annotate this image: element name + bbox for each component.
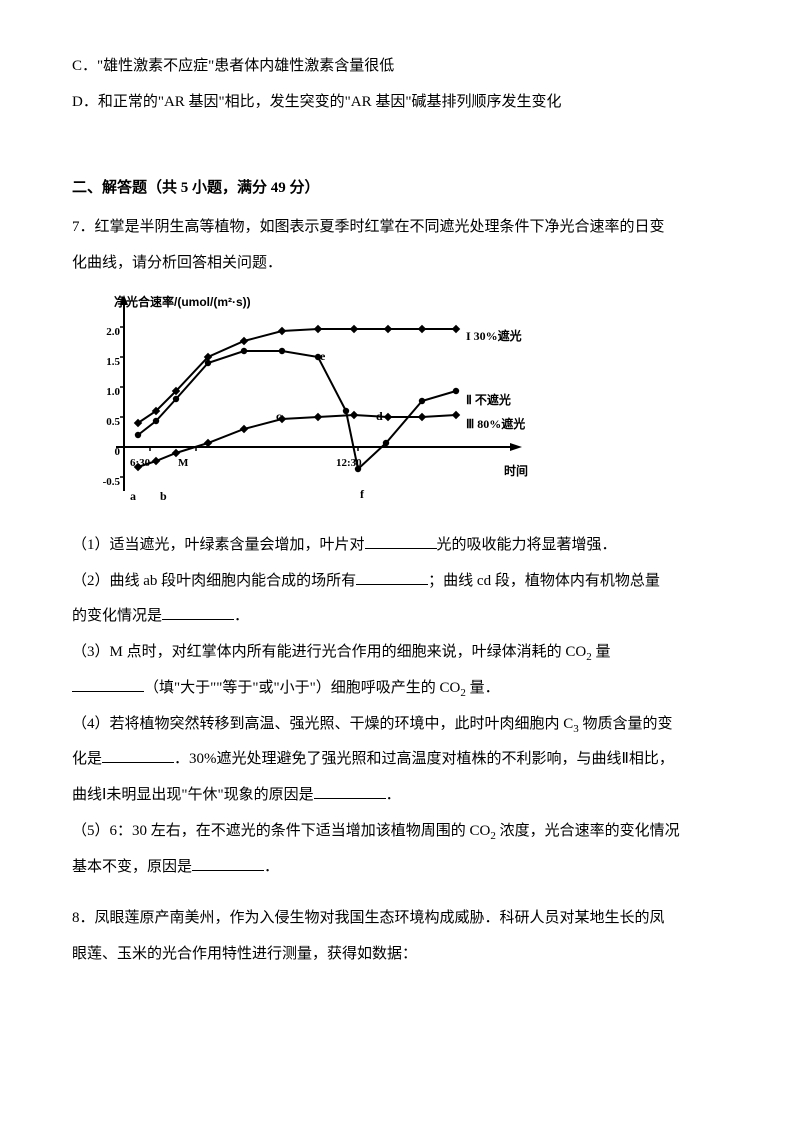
series-label: I 30%遮光 xyxy=(466,323,522,350)
q7-p5-d: ． xyxy=(264,859,279,875)
blank-7[interactable] xyxy=(192,854,264,871)
q7-p5-b: 浓度，光合速率的变化情况 xyxy=(500,823,680,839)
q7-p5-a: （5）6：30 左右，在不遮光的条件下适当增加该植物周围的 CO xyxy=(72,823,490,839)
y-tick: -0.5 xyxy=(90,470,120,495)
q7-p1-a: （1）适当遮光，叶绿素含量会增加，叶片对 xyxy=(72,537,365,553)
y-tick: 2.0 xyxy=(90,320,120,345)
blank-2[interactable] xyxy=(356,568,428,585)
sub-c3: 3 xyxy=(573,723,579,735)
q7-p4-e: 曲线Ⅰ未明显出现"午休"现象的原因是 xyxy=(72,787,314,803)
x-tick: M xyxy=(178,451,188,476)
sub-co2-2: 2 xyxy=(460,687,466,699)
point-label-f: f xyxy=(360,481,364,508)
q8-line2: 眼莲、玉米的光合作用特性进行测量，获得如数据： xyxy=(72,938,728,972)
q7-stem-line2: 化曲线，请分析回答相关问题． xyxy=(72,247,728,281)
q7-part2-line1: （2）曲线 ab 段叶肉细胞内能合成的场所有 ；曲线 cd 段，植物体内有机物总量 xyxy=(72,565,728,599)
q7-stem-line1: 7．红掌是半阴生高等植物，如图表示夏季时红掌在不同遮光处理条件下净光合速率的日变 xyxy=(72,211,728,245)
q7-part1: （1）适当遮光，叶绿素含量会增加，叶片对 光的吸收能力将显著增强． xyxy=(72,529,728,563)
sub-co2-3: 2 xyxy=(490,830,496,842)
q8-line1: 8．凤眼莲原产南美州，作为入侵生物对我国生态环境构成威胁．科研人员对某地生长的凤 xyxy=(72,902,728,936)
q7-p2-a: （2）曲线 ab 段叶肉细胞内能合成的场所有 xyxy=(72,573,356,589)
q7-part4-line3: 曲线Ⅰ未明显出现"午休"现象的原因是 ． xyxy=(72,779,728,813)
y-tick: 0.5 xyxy=(90,410,120,435)
point-label-e: e xyxy=(320,343,325,370)
q6-option-d: D．和正常的"AR 基因"相比，发生突变的"AR 基因"碱基排列顺序发生变化 xyxy=(72,86,728,120)
q7-part5-line2: 基本不变，原因是 ． xyxy=(72,851,728,885)
q7-p5-c: 基本不变，原因是 xyxy=(72,859,192,875)
series-label: Ⅲ 80%遮光 xyxy=(466,411,525,438)
q7-p3-b: 量 xyxy=(595,644,610,660)
q7-p3-c: （填"大于""等于"或"小于"）细胞呼吸产生的 CO xyxy=(144,680,460,696)
q7-p4-a: （4）若将植物突然转移到高温、强光照、干燥的环境中，此时叶肉细胞内 C xyxy=(72,716,573,732)
x-tick: 6:30 xyxy=(130,451,150,476)
blank-3[interactable] xyxy=(162,604,234,621)
section-2-heading: 二、解答题（共 5 小题，满分 49 分） xyxy=(72,172,728,206)
q7-part3-line2: （填"大于""等于"或"小于"）细胞呼吸产生的 CO2 量． xyxy=(72,672,728,706)
point-label-b: b xyxy=(160,483,167,510)
y-tick: 1.0 xyxy=(90,380,120,405)
q7-chart: 净光合速率/(umol/(m²·s)) 时间 2.0 1.5 1.0 0.5 0 -0.5… xyxy=(76,291,536,521)
q7-p2-b: ；曲线 cd 段，植物体内有机物总量 xyxy=(428,573,660,589)
q7-p4-f: ． xyxy=(386,787,401,803)
q7-p4-b: 物质含量的变 xyxy=(583,716,673,732)
y-tick: 1.5 xyxy=(90,350,120,375)
q7-p3-d: 量． xyxy=(470,680,500,696)
q7-part2-line2: 的变化情况是 ． xyxy=(72,600,728,634)
y-axis-label: 净光合速率/(umol/(m²·s)) xyxy=(114,289,251,316)
y-tick: 0 xyxy=(90,440,120,465)
q7-part4-line2: 化是 ．30%遮光处理避免了强光照和过高温度对植株的不利影响，与曲线Ⅱ相比， xyxy=(72,743,728,777)
series-label: Ⅱ 不遮光 xyxy=(466,387,511,414)
q7-p4-c: 化是 xyxy=(72,751,102,767)
x-axis-label: 时间 xyxy=(504,458,528,485)
blank-5[interactable] xyxy=(102,747,174,764)
q7-p2-c: 的变化情况是 xyxy=(72,608,162,624)
q7-p3-a: （3）M 点时，对红掌体内所有能进行光合作用的细胞来说，叶绿体消耗的 CO xyxy=(72,644,586,660)
q7-part4-line1: （4）若将植物突然转移到高温、强光照、干燥的环境中，此时叶肉细胞内 C3 物质含… xyxy=(72,708,728,742)
q6-option-c: C．"雄性激素不应症"患者体内雄性激素含量很低 xyxy=(72,50,728,84)
point-label-d: d xyxy=(376,403,383,430)
blank-1[interactable] xyxy=(365,532,437,549)
q7-p4-d: ．30%遮光处理避免了强光照和过高温度对植株的不利影响，与曲线Ⅱ相比， xyxy=(174,751,674,767)
q7-p1-b: 光的吸收能力将显著增强． xyxy=(437,537,617,553)
point-label-a: a xyxy=(130,483,136,510)
blank-4[interactable] xyxy=(72,675,144,692)
point-label-c: c xyxy=(276,403,281,430)
q7-part5-line1: （5）6：30 左右，在不遮光的条件下适当增加该植物周围的 CO2 浓度，光合速… xyxy=(72,815,728,849)
sub-co2-1: 2 xyxy=(586,651,592,663)
blank-6[interactable] xyxy=(314,783,386,800)
q7-p2-d: ． xyxy=(234,608,249,624)
q7-part3-line1: （3）M 点时，对红掌体内所有能进行光合作用的细胞来说，叶绿体消耗的 CO2 量 xyxy=(72,636,728,670)
x-tick: 12:30 xyxy=(336,451,362,476)
